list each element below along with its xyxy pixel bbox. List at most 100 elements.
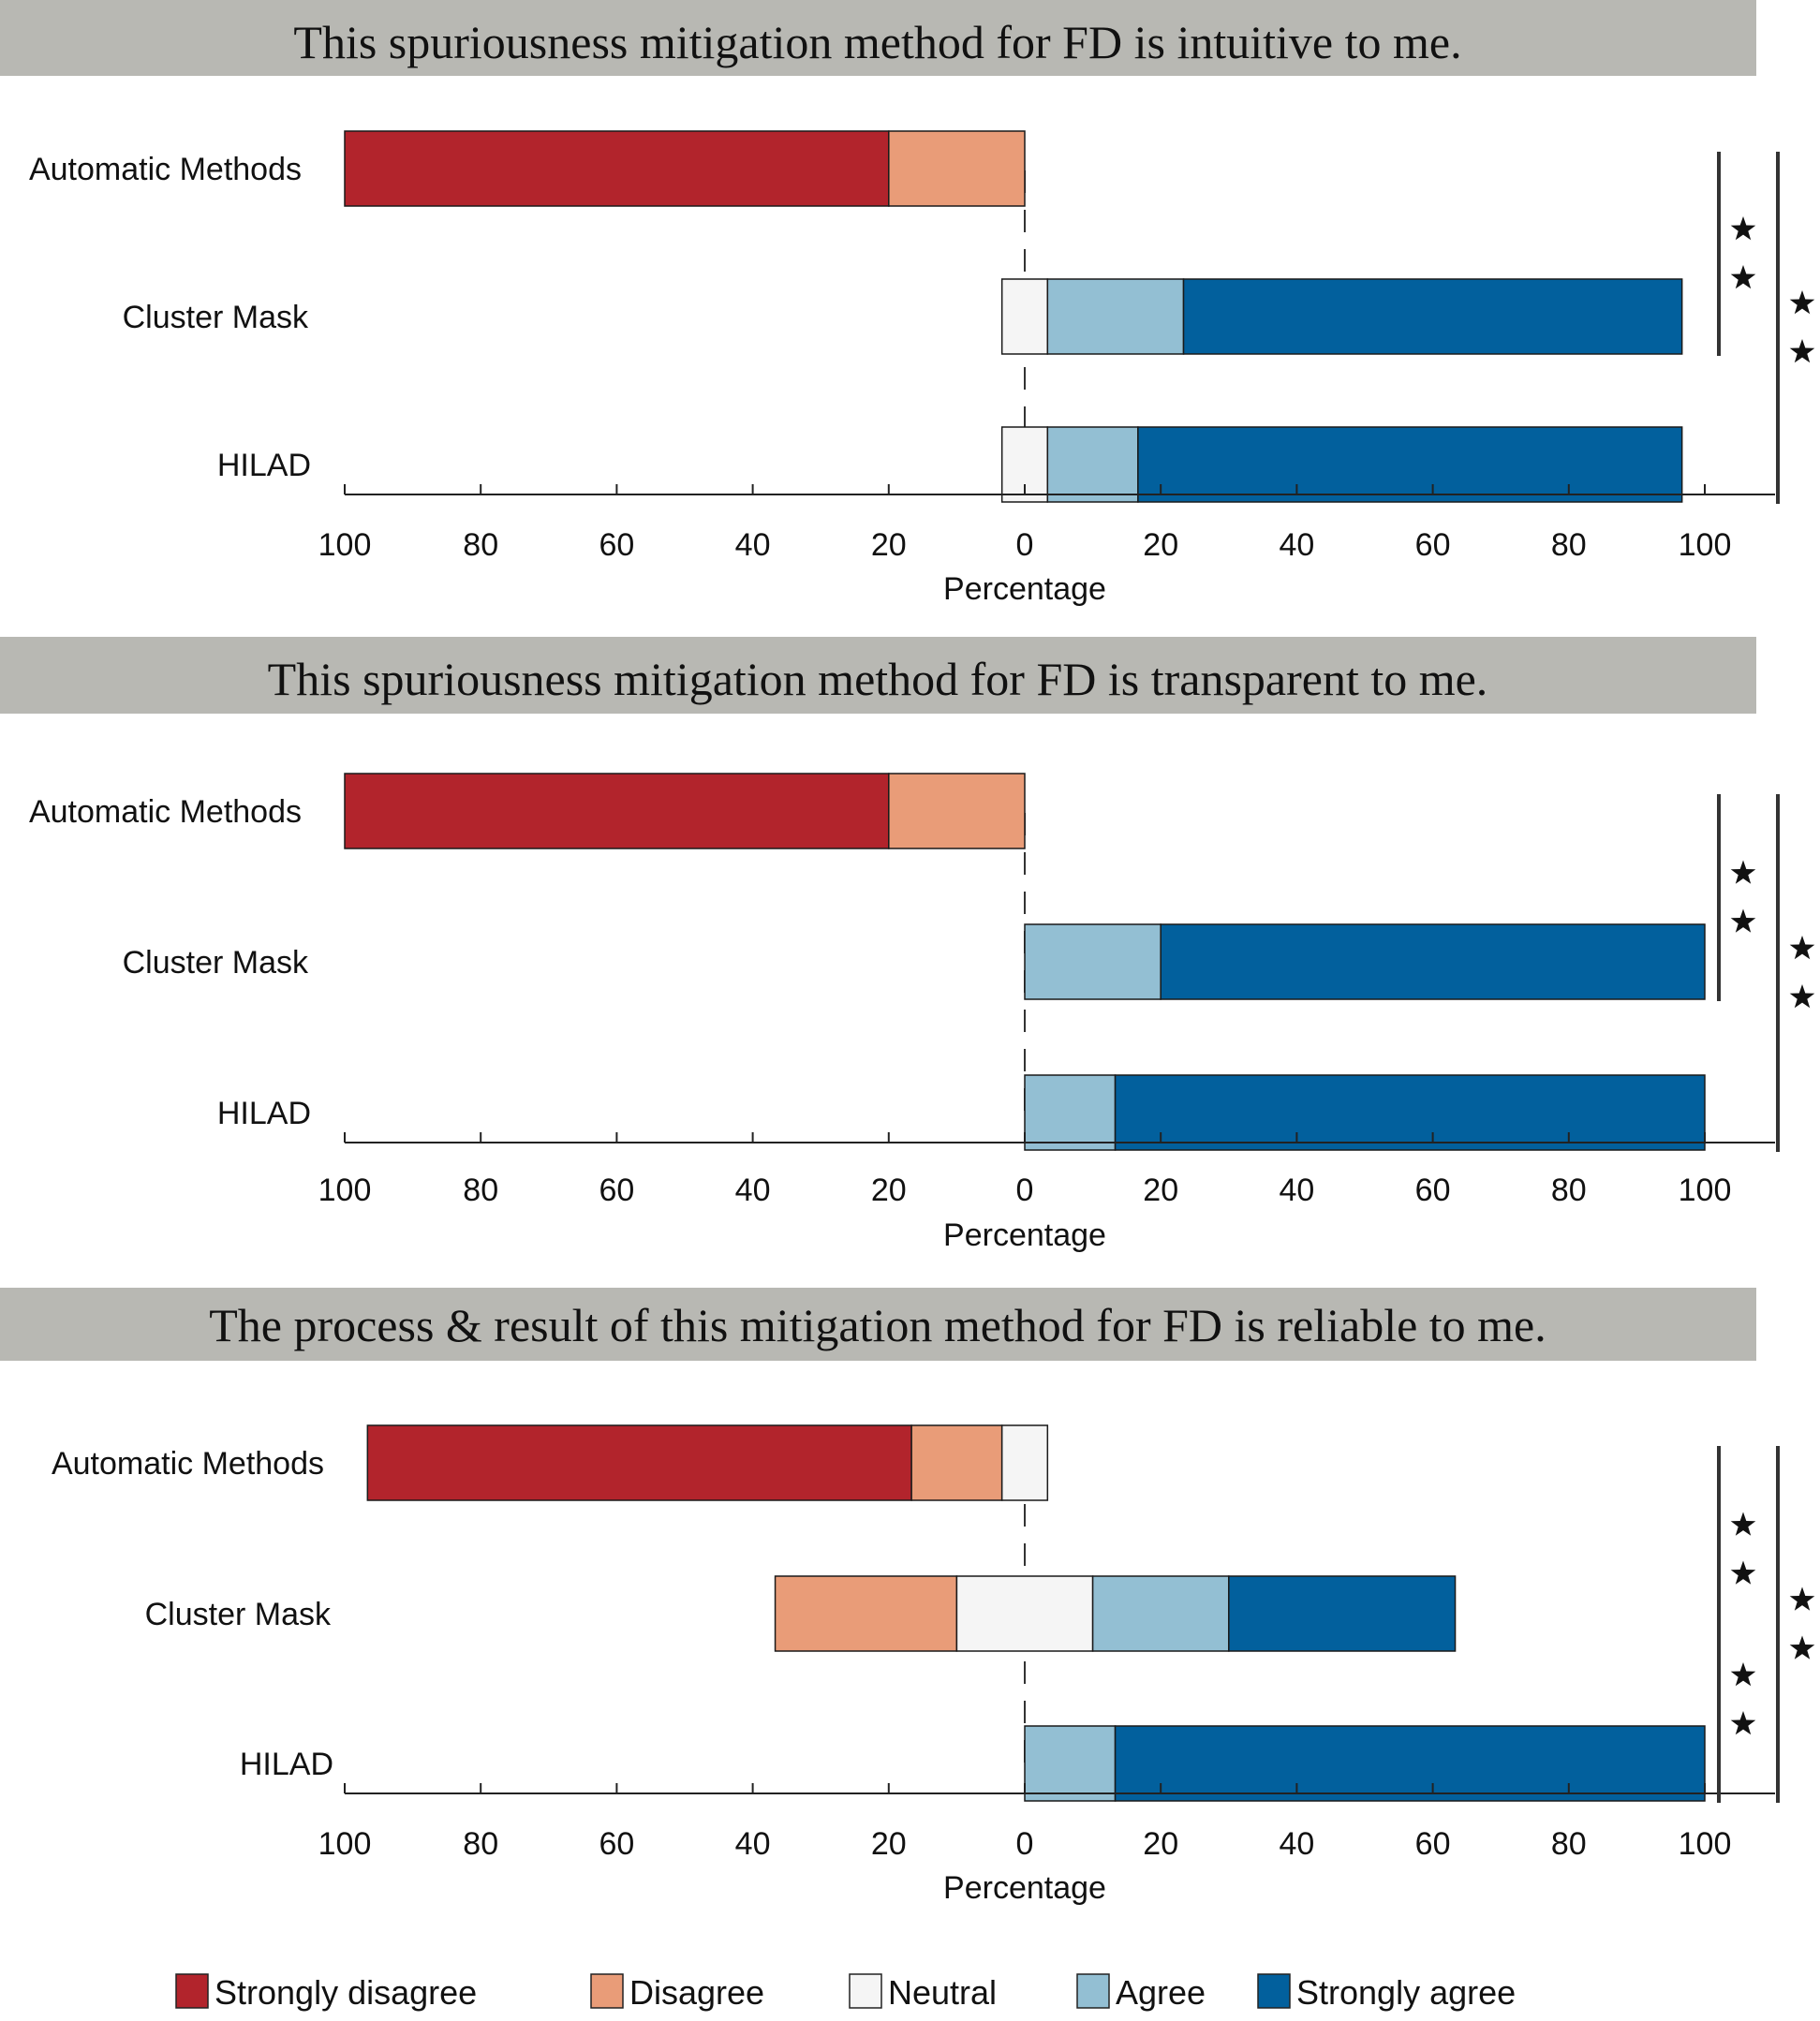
- legend-label: Neutral: [888, 1973, 997, 2012]
- x-tick-label: 60: [599, 1826, 634, 1862]
- chart-panel-2: This spuriousness mitigation method for …: [0, 637, 1815, 1253]
- significance-star-icon: [1730, 1662, 1756, 1687]
- x-tick-label: 100: [318, 1173, 372, 1208]
- x-tick-label: 40: [1279, 1826, 1314, 1862]
- bar-segment-automatic-methods-disagree: [910, 1424, 1003, 1501]
- significance-star-icon: [1730, 216, 1756, 241]
- x-tick-label: 40: [735, 1826, 771, 1862]
- significance-star-icon: [1789, 290, 1815, 315]
- x-axis-label: Percentage: [943, 571, 1106, 607]
- significance-star-icon: [1789, 1586, 1815, 1611]
- bar-segment-cluster-mask-strongly-agree: [1182, 278, 1683, 355]
- bar-segment-hilad-strongly-agree: [1137, 426, 1683, 503]
- significance-bracket: [1717, 1446, 1756, 1653]
- x-tick-label: 80: [1551, 1173, 1587, 1208]
- bar-segment-automatic-methods-neutral: [1000, 1424, 1049, 1501]
- panel-title-background: [0, 637, 1756, 714]
- x-tick-label: 100: [318, 1826, 372, 1862]
- bar-segment-automatic-methods-strongly-disagree: [344, 773, 890, 849]
- bar-segment-hilad-agree: [1046, 426, 1139, 503]
- legend-label: Disagree: [629, 1973, 764, 2012]
- legend-swatch-strongly-disagree: [175, 1973, 209, 2009]
- x-tick-label: 40: [1279, 527, 1314, 563]
- significance-bracket: [1717, 152, 1756, 356]
- x-tick-label: 100: [1679, 1826, 1732, 1862]
- bar-segment-cluster-mask-neutral: [1000, 278, 1049, 355]
- category-label: Automatic Methods: [29, 794, 302, 830]
- significance-star-icon: [1789, 1635, 1815, 1660]
- x-tick-label: 40: [735, 527, 771, 563]
- bar-segment-hilad-strongly-agree: [1114, 1074, 1706, 1151]
- panel-title: This spuriousness mitigation method for …: [268, 653, 1488, 705]
- category-label: Cluster Mask: [123, 945, 309, 981]
- category-label: HILAD: [217, 448, 311, 483]
- legend: Strongly disagree Disagree Neutral Agree Str…: [175, 1973, 1516, 2012]
- significance-bracket: [1776, 794, 1815, 1152]
- x-tick-label: 80: [1551, 527, 1587, 563]
- x-tick-label: 0: [1016, 1173, 1034, 1208]
- bar-segment-automatic-methods-disagree: [888, 773, 1026, 849]
- x-tick-label: 60: [599, 1173, 634, 1208]
- x-tick-label: 80: [1551, 1826, 1587, 1862]
- bar-segment-automatic-methods-disagree: [888, 130, 1026, 207]
- category-label: Cluster Mask: [123, 300, 309, 335]
- bar-segment-cluster-mask-disagree: [774, 1575, 958, 1652]
- x-tick-label: 20: [1143, 1173, 1178, 1208]
- x-tick-label: 80: [463, 1826, 498, 1862]
- significance-star-icon: [1730, 908, 1756, 933]
- bar-segment-hilad-agree: [1024, 1074, 1117, 1151]
- x-tick-label: 0: [1016, 1826, 1034, 1862]
- significance-star-icon: [1789, 984, 1815, 1009]
- x-tick-label: 80: [463, 527, 498, 563]
- x-tick-label: 60: [599, 527, 634, 563]
- legend-swatch-agree: [1076, 1973, 1110, 2009]
- significance-bracket: [1776, 152, 1815, 504]
- x-tick-label: 20: [1143, 527, 1178, 563]
- bar-segment-cluster-mask-agree: [1046, 278, 1185, 355]
- significance-bracket: [1717, 794, 1756, 1001]
- x-tick-label: 60: [1415, 1173, 1451, 1208]
- bar-segment-automatic-methods-strongly-disagree: [366, 1424, 912, 1501]
- significance-star-icon: [1730, 1560, 1756, 1585]
- legend-swatch-neutral: [849, 1973, 882, 2009]
- x-tick-label: 20: [871, 1173, 907, 1208]
- bar-segment-hilad-strongly-agree: [1114, 1725, 1706, 1802]
- x-tick-label: 100: [1679, 527, 1732, 563]
- significance-star-icon: [1789, 936, 1815, 960]
- x-tick-label: 60: [1415, 1826, 1451, 1862]
- legend-swatch-disagree: [590, 1973, 624, 2009]
- chart-panel-3: The process & result of this mitigation …: [0, 1288, 1815, 1906]
- x-tick-label: 20: [871, 527, 907, 563]
- x-tick-label: 80: [463, 1173, 498, 1208]
- legend-swatch-strongly-agree: [1257, 1973, 1291, 2009]
- legend-label: Strongly agree: [1296, 1973, 1516, 2012]
- category-label: Cluster Mask: [145, 1597, 332, 1632]
- x-tick-label: 60: [1415, 527, 1451, 563]
- x-tick-label: 40: [735, 1173, 771, 1208]
- panel-title-background: [0, 0, 1756, 76]
- x-axis-label: Percentage: [943, 1217, 1106, 1253]
- panel-title: The process & result of this mitigation …: [209, 1299, 1546, 1351]
- significance-star-icon: [1730, 1711, 1756, 1735]
- x-tick-label: 0: [1016, 527, 1034, 563]
- category-label: HILAD: [240, 1747, 333, 1782]
- bar-segment-hilad-agree: [1024, 1725, 1117, 1802]
- bar-segment-cluster-mask-neutral: [955, 1575, 1094, 1652]
- significance-star-icon: [1730, 265, 1756, 289]
- legend-label: Strongly disagree: [215, 1973, 477, 2012]
- x-tick-label: 40: [1279, 1173, 1314, 1208]
- significance-star-icon: [1789, 339, 1815, 363]
- bar-segment-automatic-methods-strongly-disagree: [344, 130, 890, 207]
- bar-segment-cluster-mask-agree: [1024, 923, 1162, 1000]
- significance-star-icon: [1730, 860, 1756, 884]
- bar-segment-cluster-mask-strongly-agree: [1228, 1575, 1457, 1652]
- category-label: Automatic Methods: [29, 152, 302, 187]
- x-tick-label: 100: [1679, 1173, 1732, 1208]
- category-label: Automatic Methods: [52, 1446, 324, 1482]
- x-axis-label: Percentage: [943, 1870, 1106, 1906]
- x-tick-label: 20: [1143, 1826, 1178, 1862]
- category-label: HILAD: [217, 1096, 311, 1131]
- x-tick-label: 100: [318, 527, 372, 563]
- significance-star-icon: [1730, 1512, 1756, 1536]
